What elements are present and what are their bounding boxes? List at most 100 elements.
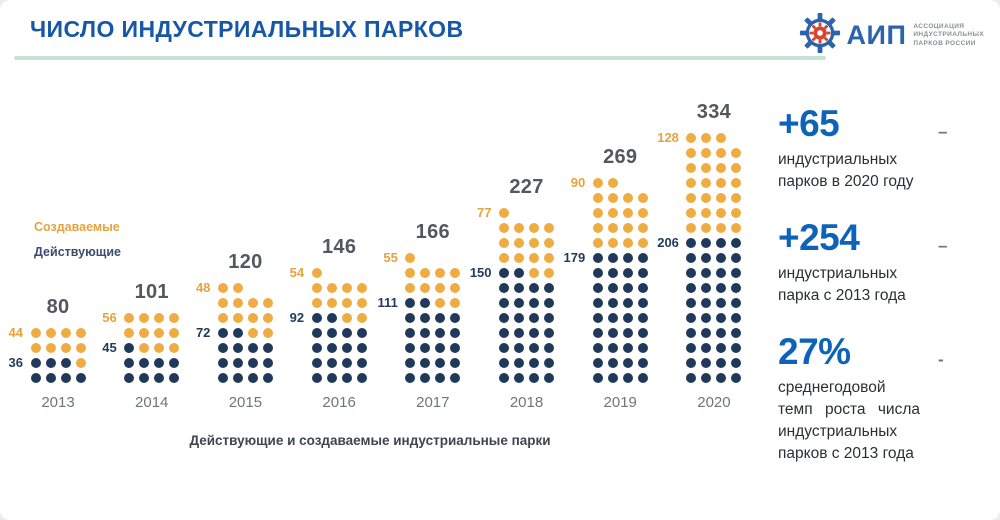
dot-created <box>217 297 228 308</box>
dot-created <box>326 282 337 293</box>
dot-created <box>124 327 135 338</box>
dot-operating <box>514 282 525 293</box>
dot-created <box>607 237 618 248</box>
dot-created <box>356 282 367 293</box>
dot-operating <box>731 282 742 293</box>
dot-created <box>716 222 727 233</box>
dot-operating <box>716 297 727 308</box>
dot-created <box>731 222 742 233</box>
dot-created <box>686 207 697 218</box>
dot-created <box>232 282 243 293</box>
dot-operating <box>311 372 322 383</box>
dot-created <box>622 192 633 203</box>
dot-created <box>450 282 461 293</box>
dot-created <box>529 222 540 233</box>
dot-empty <box>342 268 352 278</box>
dot-operating <box>499 357 510 368</box>
dot-created <box>701 192 712 203</box>
dot-operating <box>217 357 228 368</box>
year-column-2018: 227 77 150 2018 <box>470 176 557 411</box>
stat-value: 27% <box>778 331 851 372</box>
dot-created <box>154 312 165 323</box>
stat-desc: индустриальных парка с 2013 года <box>778 265 906 304</box>
dot-operating <box>529 327 540 338</box>
dot-empty <box>731 133 741 143</box>
dot-created <box>701 222 712 233</box>
dot-operating <box>420 342 431 353</box>
dot-operating <box>607 357 618 368</box>
dot-created <box>686 177 697 188</box>
stat-block-growth-rate: 27% - среднегодовой темп роста числа инд… <box>778 332 993 465</box>
dot-operating <box>247 372 258 383</box>
dot-operating <box>592 342 603 353</box>
dot-created <box>544 252 555 263</box>
created-value-label: 44 <box>8 325 23 340</box>
legend-item-operating: Действующие <box>34 245 121 259</box>
dot-created <box>217 312 228 323</box>
dot-operating <box>217 342 228 353</box>
dot-operating <box>450 327 461 338</box>
dot-operating <box>716 342 727 353</box>
dot-created <box>607 192 618 203</box>
logo-abbr: АИП <box>846 20 907 50</box>
dash-icon: - <box>938 350 944 369</box>
dot-operating <box>514 297 525 308</box>
dot-operating <box>544 372 555 383</box>
dot-operating <box>529 342 540 353</box>
dot-operating <box>262 357 273 368</box>
dot-created <box>701 147 712 158</box>
dot-grid <box>122 310 182 385</box>
dot-operating <box>450 372 461 383</box>
dot-created <box>420 267 431 278</box>
dot-operating <box>124 342 135 353</box>
dot-created <box>592 207 603 218</box>
dot-operating <box>716 237 727 248</box>
dot-operating <box>607 312 618 323</box>
dot-created <box>326 297 337 308</box>
dot-operating <box>592 327 603 338</box>
dot-created <box>30 342 41 353</box>
dot-operating <box>420 357 431 368</box>
year-label: 2017 <box>416 394 450 411</box>
logo-caption-line1: АССОЦИАЦИЯ <box>913 22 965 30</box>
dot-operating <box>124 357 135 368</box>
dot-operating <box>716 372 727 383</box>
dot-operating <box>701 297 712 308</box>
total-label: 101 <box>134 281 169 303</box>
total-label: 146 <box>321 236 357 258</box>
dot-empty <box>435 253 445 263</box>
dot-created <box>262 312 273 323</box>
dot-empty <box>638 178 648 188</box>
dot-operating <box>514 357 525 368</box>
year-column-2019: 269 90 179 2019 <box>564 146 650 411</box>
dot-created <box>420 282 431 293</box>
dot-operating <box>514 342 525 353</box>
dot-operating <box>247 342 258 353</box>
stat-value: +254 <box>778 217 860 258</box>
dot-empty <box>529 208 539 218</box>
dot-operating <box>124 372 135 383</box>
dot-created <box>592 237 603 248</box>
dot-created <box>75 357 86 368</box>
year-label: 2018 <box>509 394 544 411</box>
dot-created <box>405 267 416 278</box>
dot-operating <box>405 327 416 338</box>
legend: Создаваемые Действующие <box>34 220 121 270</box>
dot-created <box>154 342 165 353</box>
dot-operating <box>607 297 618 308</box>
dot-empty <box>623 178 633 188</box>
dot-created <box>637 222 648 233</box>
dot-operating <box>311 342 322 353</box>
dot-created <box>356 312 367 323</box>
dot-created <box>529 252 540 263</box>
dot-operating <box>232 357 243 368</box>
dot-operating <box>686 312 697 323</box>
dot-operating <box>75 372 86 383</box>
dot-empty <box>420 253 430 263</box>
operating-value-label: 150 <box>469 265 492 280</box>
dot-created <box>450 297 461 308</box>
dot-operating <box>169 357 180 368</box>
year-label: 2016 <box>322 394 356 411</box>
dot-created <box>45 327 56 338</box>
dot-operating <box>544 297 555 308</box>
